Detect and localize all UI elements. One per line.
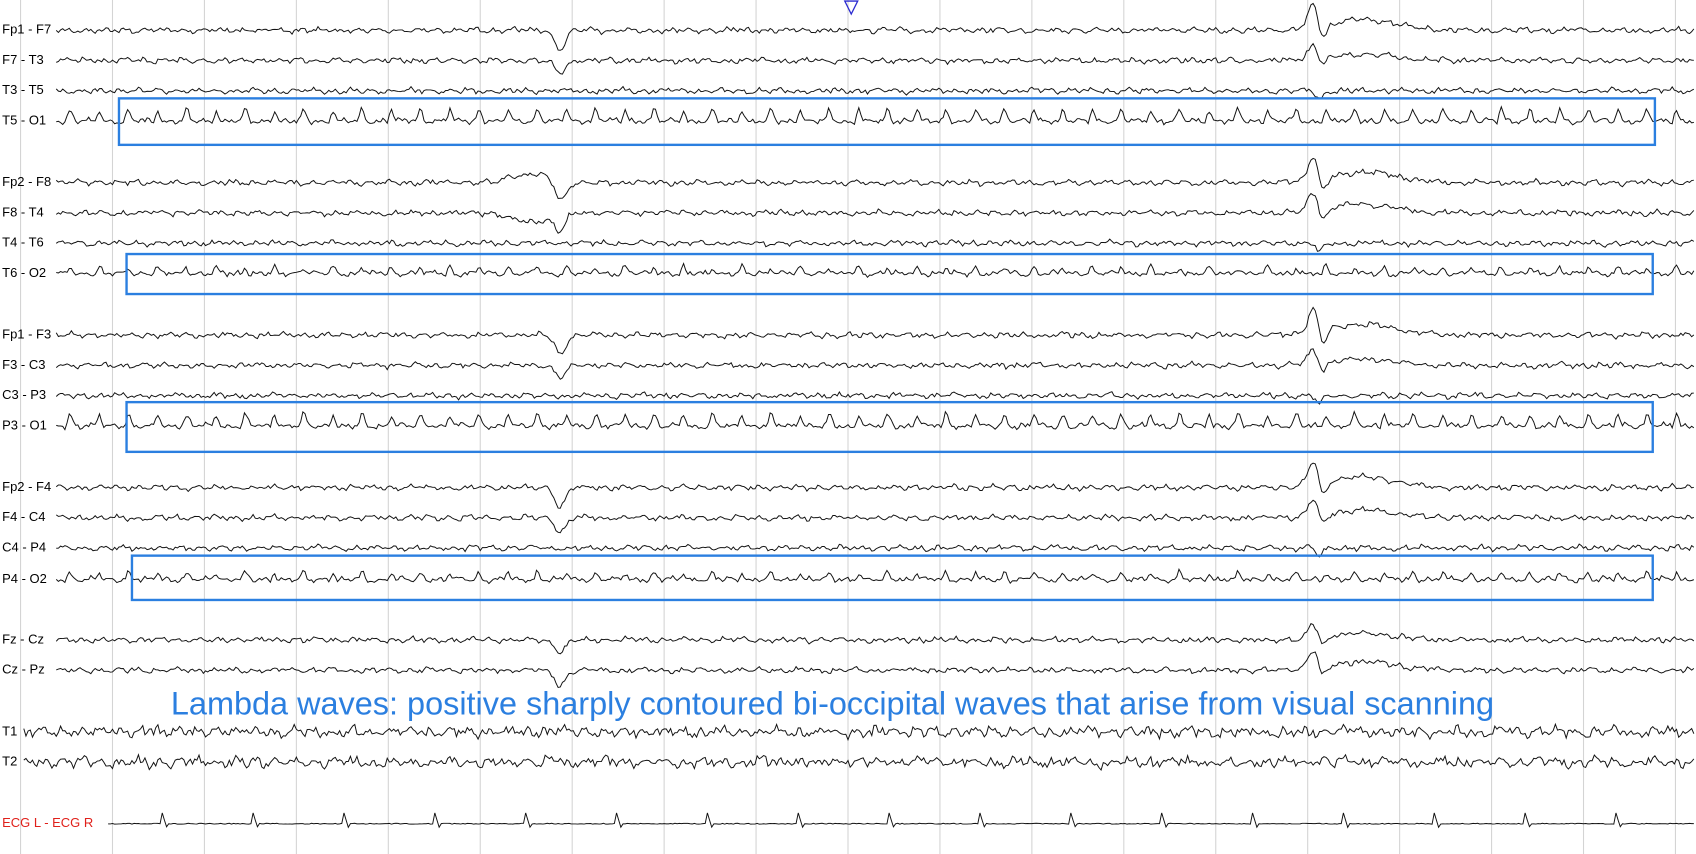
- eeg-trace: [23, 753, 1695, 771]
- channel-label: T4 - T6: [2, 235, 44, 250]
- highlight-box: [117, 97, 1657, 147]
- channel-label: ECG L - ECG R: [2, 815, 93, 830]
- eeg-trace: [55, 462, 1694, 509]
- channel-label: F4 - C4: [2, 509, 45, 524]
- eeg-trace: [56, 410, 1695, 431]
- channel-label: Fp2 - F4: [2, 479, 51, 494]
- channel-label: Fp2 - F8: [2, 174, 51, 189]
- eeg-trace: [55, 2, 1695, 51]
- channel-label: T6 - O2: [2, 265, 46, 280]
- channel-label: T1: [2, 723, 17, 738]
- eeg-trace: [23, 722, 1695, 742]
- channel-label: T2: [2, 754, 17, 769]
- channel-label: Fp1 - F7: [2, 22, 51, 37]
- channel-label: F7 - T3: [2, 52, 44, 67]
- channel-label: F3 - C3: [2, 357, 45, 372]
- eeg-trace: [56, 262, 1695, 279]
- channel-label: Fp1 - F3: [2, 327, 51, 342]
- event-marker: [843, 0, 859, 16]
- eeg-trace: [108, 812, 1694, 829]
- eeg-trace: [56, 105, 1694, 126]
- eeg-trace: [55, 85, 1695, 100]
- channel-label: C4 - P4: [2, 539, 46, 554]
- eeg-trace: [56, 651, 1695, 688]
- channel-label: T5 - O1: [2, 112, 46, 127]
- eeg-trace: [55, 568, 1695, 585]
- eeg-trace: [56, 42, 1694, 75]
- channel-label: P3 - O1: [2, 417, 47, 432]
- eeg-trace: [56, 543, 1695, 558]
- eeg-trace: [55, 391, 1694, 405]
- annotation: Lambda waves: positive sharply contoured…: [171, 685, 1494, 721]
- eeg-trace: [55, 157, 1694, 199]
- eeg-trace: [55, 499, 1695, 534]
- channel-label: Cz - Pz: [2, 662, 45, 677]
- eeg-trace: [55, 306, 1695, 355]
- channel-label: Fz - Cz: [2, 631, 44, 646]
- eeg-trace: [55, 192, 1695, 234]
- eeg-trace: [55, 348, 1695, 380]
- channel-label: C3 - P3: [2, 387, 46, 402]
- eeg-trace: [55, 623, 1695, 655]
- highlight-box: [130, 554, 1654, 602]
- channel-label: T3 - T5: [2, 82, 44, 97]
- eeg-trace: [55, 238, 1695, 252]
- highlight-box: [125, 252, 1654, 296]
- traces: Fp1 - F7 F7 - T3 T3 - T5 T5 - O1 Fp2 - F8 F8 …: [2, 2, 1695, 830]
- channel-label: P4 - O2: [2, 571, 47, 586]
- highlight-box: [125, 400, 1654, 454]
- channel-label: F8 - T4: [2, 204, 44, 219]
